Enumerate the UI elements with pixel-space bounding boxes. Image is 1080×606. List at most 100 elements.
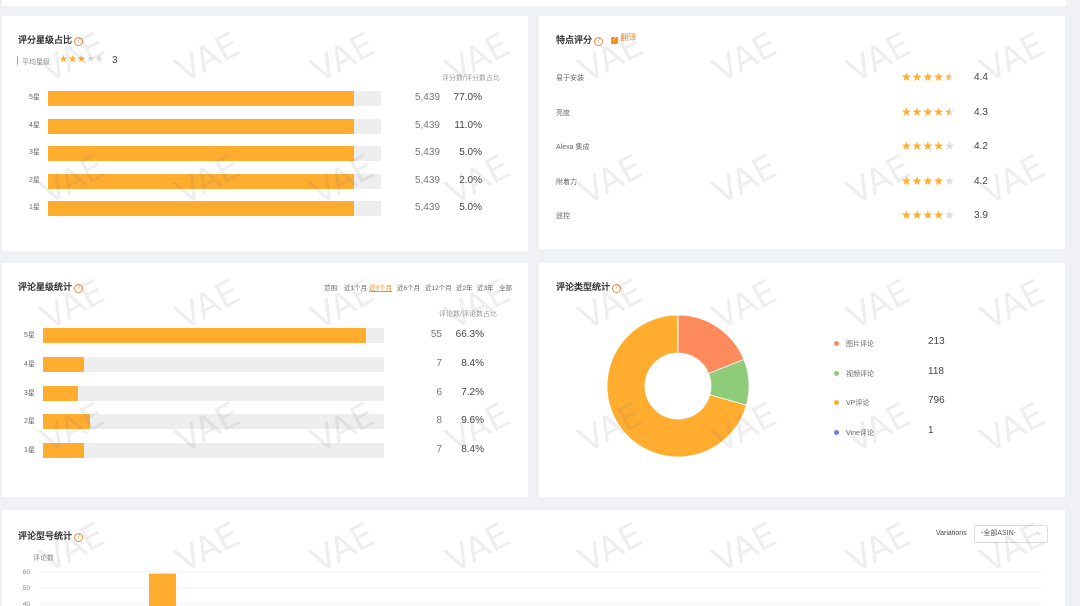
asin-select-value: -全部ASIN- (981, 530, 1016, 537)
bar-fill (48, 146, 355, 161)
star-icon: ★ (922, 70, 934, 84)
row-pct: 2.0% (459, 174, 482, 186)
checkbox-icon[interactable]: ✓ (611, 37, 618, 44)
legend-label: VP评论 (846, 400, 870, 407)
bar-fill (43, 443, 85, 459)
y-axis-label: 评论数 (33, 555, 54, 562)
star-icon: ★ (911, 104, 923, 119)
bar-fill (48, 173, 355, 189)
chevron-down-icon: ⌵ (1036, 530, 1042, 537)
star-icon: ★ (76, 54, 86, 65)
feature-label: Alexa 集成 (556, 144, 590, 151)
feature-stars: ★★★★★ (901, 208, 955, 222)
bar-fill (48, 201, 355, 216)
star-icon: ★ (922, 208, 934, 222)
variant-stats-title: 评论型号统计 (18, 531, 73, 541)
review-dist-title: 评论星级统计 (18, 282, 73, 292)
translate-toggle[interactable]: ✓ 翻译 (611, 32, 636, 44)
row-label: 3星 (24, 389, 35, 397)
star-icon: ★ (922, 104, 934, 119)
bar-track (48, 91, 381, 106)
bar-track (43, 414, 384, 430)
bar-track (43, 385, 384, 401)
star-icon: ★ (911, 173, 923, 188)
bar-fill (43, 414, 91, 430)
donut-slice[interactable] (606, 314, 747, 458)
review-type-title: 评论类型统计 (556, 282, 611, 292)
row-label: 2星 (29, 176, 40, 184)
range-option[interactable]: 近3年 (477, 285, 494, 292)
variant-chart: 60 50 40 (23, 569, 1042, 606)
range-option[interactable]: 近1个月 (344, 285, 368, 292)
row-pct: 7.2% (461, 386, 484, 398)
bar-fill (48, 91, 355, 106)
legend-value: 796 (928, 395, 945, 406)
bar-track (48, 146, 381, 161)
translate-label: 翻译 (620, 33, 637, 42)
asin-select[interactable]: -全部ASIN- ⌵ (974, 525, 1048, 543)
row-label: 5星 (24, 332, 35, 339)
review-dist-card: 评论星级统计? 范围: 近1个月 近3个月 近6个月 近12个月 近2年 近3年 全部 评论数… (2, 263, 528, 497)
feature-label: 亮度 (556, 109, 570, 117)
bar-fill (43, 328, 367, 343)
variant-bar[interactable] (149, 573, 176, 606)
bar-track (43, 328, 384, 343)
range-option[interactable]: 全部 (499, 285, 512, 292)
help-icon[interactable]: ? (612, 284, 622, 293)
range-option[interactable]: 近3个月 (369, 285, 393, 292)
feature-stars: ★★★★★ (901, 139, 955, 153)
review-type-card: 评论类型统计? 图片评论 213 视频评论 118 VP评论 796 Vine评论 1 (539, 263, 1065, 497)
star-icon: ★ (901, 208, 912, 222)
col-header: 评论数/评论数占比 (439, 311, 497, 318)
star-icon: ★ (933, 173, 945, 188)
help-icon[interactable]: ? (74, 533, 84, 542)
row-count: 6 (436, 386, 442, 398)
card-title: 评论类型统计? (556, 280, 622, 293)
avg-stars: ★★★★★ (59, 54, 104, 65)
star-icon: ★ (901, 70, 912, 84)
range-option[interactable]: 近2年 (456, 285, 473, 292)
row-label: 4星 (29, 121, 40, 129)
y-tick-label: 40 (23, 601, 31, 606)
star-icon: ★ (911, 208, 923, 222)
star-icon: ★ (67, 54, 77, 65)
help-icon[interactable]: ? (74, 37, 84, 46)
help-icon[interactable]: ? (594, 37, 604, 46)
range-label: 范围: (324, 285, 339, 292)
y-tick-label: 60 (23, 569, 31, 576)
star-icon: ★ (944, 208, 955, 222)
bar-fill (43, 356, 85, 372)
range-option[interactable]: 近12个月 (425, 285, 452, 292)
row-pct: 5.0% (459, 147, 482, 158)
star-icon: ★ (922, 139, 934, 153)
row-pct: 8.4% (461, 357, 484, 369)
legend-label: Vine评论 (846, 429, 874, 437)
avg-value: 3 (112, 55, 118, 66)
y-tick-label: 50 (23, 585, 31, 592)
feature-score: 4.3 (974, 106, 988, 118)
row-label: 1星 (29, 204, 40, 211)
row-count: 5,439 (414, 147, 440, 158)
col-header: 评分数/评分数占比 (442, 75, 500, 82)
row-count: 5,439 (414, 92, 440, 103)
star-icon: ★ (944, 104, 955, 119)
row-count: 8 (436, 415, 442, 427)
variations-label: Variations (936, 530, 967, 537)
card-title: 评分星级占比? (18, 33, 84, 46)
bar-track (43, 356, 384, 372)
row-pct: 11.0% (454, 119, 482, 131)
row-count: 7 (436, 357, 442, 369)
bar-fill (48, 118, 355, 134)
help-icon[interactable]: ? (74, 284, 84, 293)
range-option[interactable]: 近6个月 (397, 285, 421, 292)
legend-dot (834, 370, 839, 376)
star-icon: ★ (911, 139, 923, 153)
star-icon: ★ (944, 70, 955, 84)
star-icon: ★ (944, 139, 955, 153)
star-icon: ★ (933, 139, 945, 153)
avg-label: 平均星级 (22, 59, 50, 66)
review-type-donut (606, 314, 750, 458)
star-icon: ★ (911, 70, 923, 84)
accent-bar (17, 56, 18, 65)
bar-track (48, 201, 381, 216)
